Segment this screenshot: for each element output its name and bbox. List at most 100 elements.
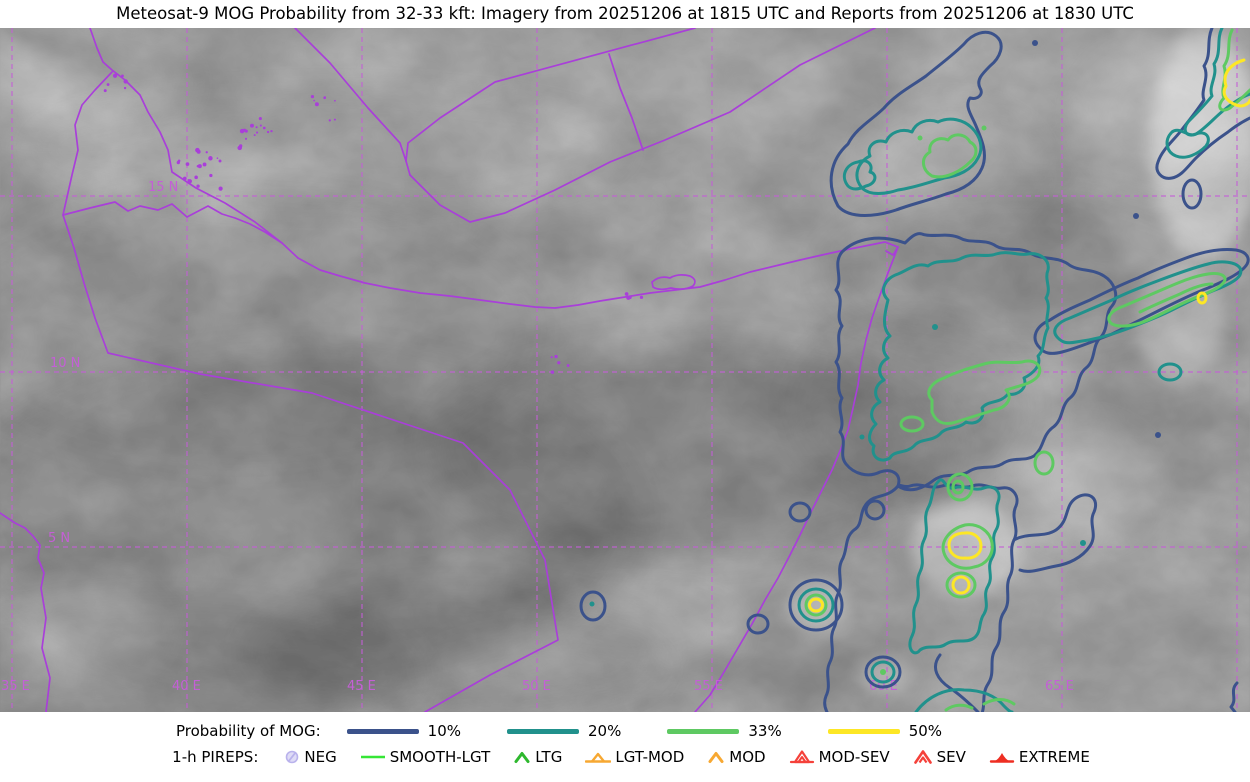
water-speckle	[205, 151, 208, 154]
water-speckle	[255, 126, 258, 129]
water-speckle	[323, 96, 326, 100]
grid-label: 45 E	[347, 679, 376, 694]
mog-probability-contours	[579, 28, 1250, 712]
water-speckle	[176, 160, 180, 165]
pireps-item-label: NEG	[304, 748, 337, 766]
water-speckle	[328, 119, 331, 122]
water-speckle	[626, 295, 631, 300]
water-speckle	[314, 102, 319, 107]
grid-labels: 15 N10 N5 N35 E 40 E 45 E 50 E 55 E 60 E 65 E	[1, 180, 1074, 694]
probability-legend-item: 10%	[346, 722, 462, 740]
water-speckle	[208, 156, 213, 161]
coast-arabia-redsea	[294, 28, 407, 162]
water-speckle	[185, 162, 190, 166]
latlon-grid	[0, 28, 1250, 712]
water-speckle	[249, 123, 254, 128]
water-speckle	[242, 128, 247, 132]
border-nile-redsea-coast	[89, 28, 299, 259]
contour-20pct	[842, 159, 877, 191]
pireps-legend-item-sev: SEV	[913, 748, 966, 766]
water-speckle	[218, 186, 223, 191]
contour-20pct	[914, 688, 1014, 712]
probability-legend-label: Probability of MOG:	[175, 722, 321, 740]
filled-triangle-icon	[989, 752, 1015, 763]
probability-line-swatch	[346, 728, 419, 734]
water-speckle	[259, 124, 262, 127]
pireps-item-label: LGT-MOD	[615, 748, 685, 766]
border-sudan-branch	[62, 71, 113, 216]
water-speckle	[196, 149, 201, 154]
water-speckle	[550, 370, 555, 374]
coast-somalia-north	[297, 241, 899, 309]
water-speckle	[112, 73, 118, 78]
water-speckle	[194, 175, 198, 180]
water-speckle	[187, 179, 192, 184]
contour-10pct	[834, 232, 1118, 492]
water-speckle	[270, 130, 273, 133]
contour-50pct	[947, 531, 983, 560]
border-eritrea-ethiopia	[62, 201, 283, 244]
grid-label: 55 E	[694, 679, 723, 694]
water-speckle	[196, 184, 200, 188]
contour-33pct	[1218, 28, 1250, 112]
contour-33pct	[927, 359, 1042, 426]
border-south-sudan-kenya	[0, 512, 51, 712]
triangle-caret-baseline-icon	[789, 750, 814, 764]
border-yemen-oman	[608, 53, 644, 151]
coast-arabia-south	[409, 28, 876, 223]
border-sudan-ethiopia-somalia	[62, 214, 559, 712]
water-speckle	[624, 292, 629, 296]
probability-legend-item: 33%	[667, 722, 782, 740]
contour-10pct	[1012, 493, 1097, 573]
water-speckle	[310, 94, 315, 99]
water-speckle	[566, 364, 570, 367]
caret-icon	[514, 752, 530, 763]
probability-legend-row: Probability of MOG: 10% 20% 33% 50%	[0, 720, 1184, 742]
water-speckle	[121, 74, 124, 78]
coast-somalia-east	[694, 246, 899, 712]
pireps-item-label: MOD	[729, 748, 766, 766]
water-speckle	[334, 99, 336, 102]
grid-label: 15 N	[148, 180, 178, 195]
water-speckle	[209, 173, 213, 178]
pireps-legend-item-mod-sev: MOD-SEV	[789, 748, 890, 766]
smooth-line-icon	[360, 755, 385, 759]
water-speckle	[554, 354, 558, 359]
contour-20pct	[868, 251, 1050, 462]
water-speckle	[313, 99, 315, 102]
water-speckle	[239, 146, 242, 149]
contour-20pct	[1165, 128, 1210, 159]
grid-label: 5 N	[48, 531, 70, 546]
pireps-legend-label: 1-h PIREPS:	[172, 748, 259, 766]
pireps-legend-item-extreme: EXTREME	[989, 748, 1090, 766]
pireps-item-label: LTG	[535, 748, 563, 766]
double-caret-icon	[913, 750, 932, 764]
contour-10pct	[829, 30, 1003, 217]
water-speckles	[103, 73, 644, 374]
probability-item-label: 10%	[427, 722, 462, 740]
contour-20pct	[1053, 260, 1243, 345]
pireps-item-label: SMOOTH-LGT	[389, 748, 491, 766]
water-speckle	[550, 356, 553, 359]
border-saudi-yemen	[405, 28, 696, 176]
pireps-legend-item-ltg: LTG	[513, 748, 562, 766]
pireps-legend-item-mod: MOD	[707, 748, 766, 766]
probability-line-swatch	[827, 728, 900, 734]
contour-10pct	[823, 483, 1019, 712]
product-title: Meteosat-9 MOG Probability from 32-33 kf…	[116, 4, 1134, 23]
contour-33pct	[922, 133, 978, 179]
water-speckle	[197, 164, 202, 169]
probability-line-swatch	[667, 728, 740, 734]
water-speckle	[196, 165, 200, 168]
neg-icon	[286, 750, 299, 764]
water-speckle	[333, 118, 336, 121]
water-speckle	[639, 295, 644, 299]
triangle-baseline-icon	[585, 752, 612, 763]
country-borders	[0, 28, 899, 712]
pireps-item-label: EXTREME	[1018, 748, 1090, 766]
contour-33pct	[944, 703, 974, 712]
map-canvas: 15 N10 N5 N35 E 40 E 45 E 50 E 55 E 60 E 65 E	[0, 28, 1250, 712]
water-speckle	[255, 131, 259, 134]
water-speckle	[106, 83, 110, 86]
probability-item-label: 33%	[748, 722, 782, 740]
